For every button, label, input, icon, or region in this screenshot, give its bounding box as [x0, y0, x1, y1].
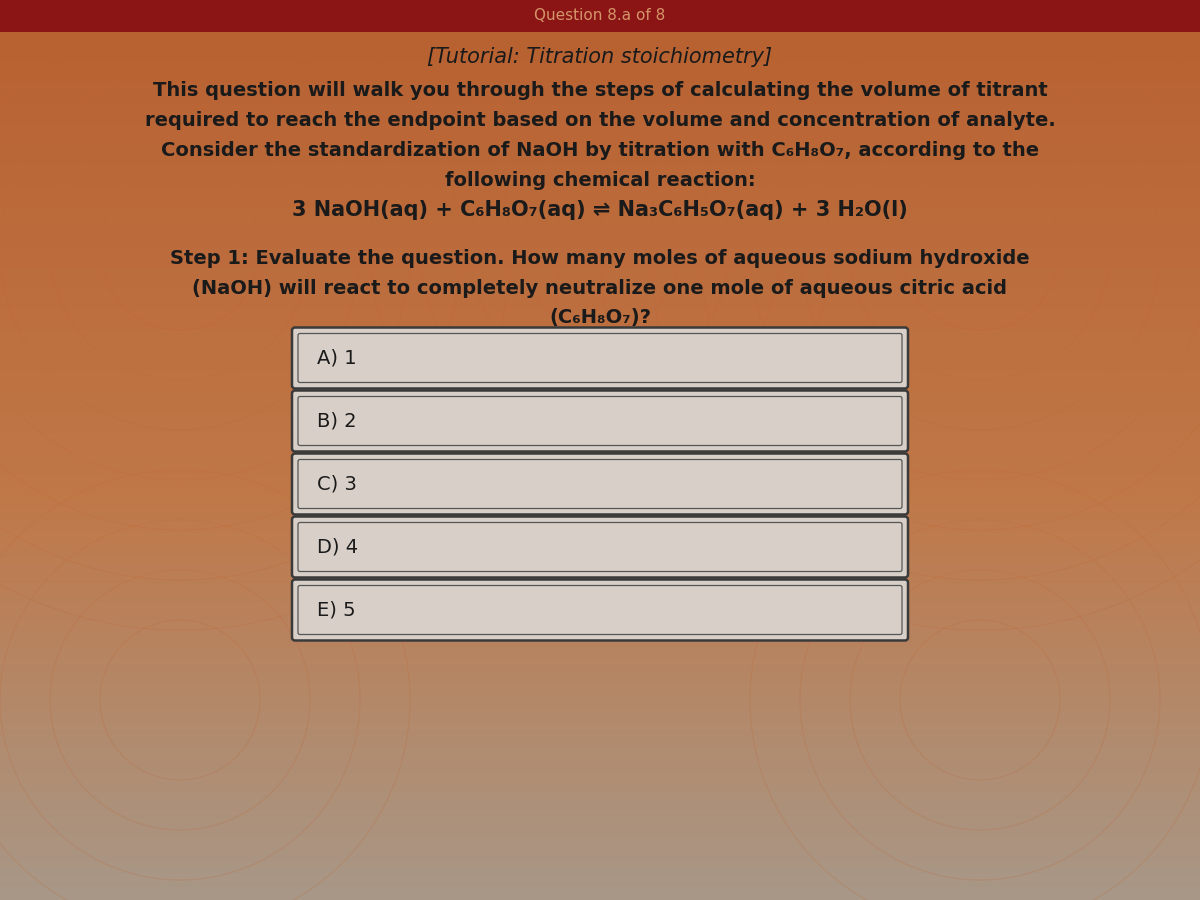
- Text: following chemical reaction:: following chemical reaction:: [445, 170, 755, 190]
- Text: (C₆H₈O₇)?: (C₆H₈O₇)?: [550, 309, 650, 328]
- FancyBboxPatch shape: [292, 454, 908, 515]
- Text: Step 1: Evaluate the question. How many moles of aqueous sodium hydroxide: Step 1: Evaluate the question. How many …: [170, 248, 1030, 267]
- Text: Consider the standardization of NaOH by titration with C₆H₈O₇, according to the: Consider the standardization of NaOH by …: [161, 140, 1039, 159]
- Text: 3 NaOH(aq) + C₆H₈O₇(aq) ⇌ Na₃C₆H₅O₇(aq) + 3 H₂O(l): 3 NaOH(aq) + C₆H₈O₇(aq) ⇌ Na₃C₆H₅O₇(aq) …: [292, 200, 908, 220]
- Text: C) 3: C) 3: [317, 474, 356, 493]
- Text: required to reach the endpoint based on the volume and concentration of analyte.: required to reach the endpoint based on …: [145, 111, 1055, 130]
- FancyBboxPatch shape: [292, 328, 908, 389]
- Text: (NaOH) will react to completely neutralize one mole of aqueous citric acid: (NaOH) will react to completely neutrali…: [192, 278, 1008, 298]
- Bar: [0, 0, 1200, 32]
- Text: B) 2: B) 2: [317, 411, 356, 430]
- Text: E) 5: E) 5: [317, 600, 355, 619]
- Text: [Tutorial: Titration stoichiometry]: [Tutorial: Titration stoichiometry]: [427, 47, 773, 67]
- FancyBboxPatch shape: [292, 580, 908, 641]
- FancyBboxPatch shape: [292, 517, 908, 578]
- Text: D) 4: D) 4: [317, 537, 358, 556]
- Text: This question will walk you through the steps of calculating the volume of titra: This question will walk you through the …: [152, 80, 1048, 100]
- Text: A) 1: A) 1: [317, 348, 356, 367]
- FancyBboxPatch shape: [292, 391, 908, 452]
- Text: Question 8.a of 8: Question 8.a of 8: [534, 8, 666, 23]
